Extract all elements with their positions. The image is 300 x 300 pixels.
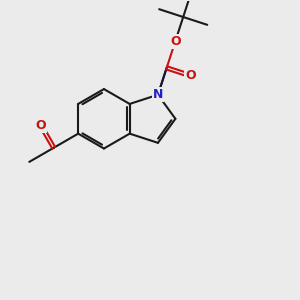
- Text: N: N: [153, 88, 163, 101]
- Text: O: O: [36, 119, 46, 132]
- Text: O: O: [185, 69, 196, 82]
- Text: O: O: [170, 34, 181, 47]
